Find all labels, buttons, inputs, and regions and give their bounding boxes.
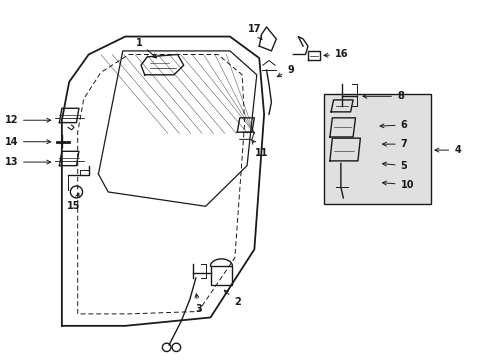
Text: 10: 10	[382, 180, 413, 190]
Text: 5: 5	[382, 161, 407, 171]
Text: 8: 8	[362, 91, 403, 101]
Text: 9: 9	[277, 65, 293, 77]
Text: 3: 3	[195, 294, 201, 314]
Text: 7: 7	[382, 139, 407, 149]
Text: 6: 6	[379, 120, 407, 130]
Text: 11: 11	[251, 140, 268, 158]
Text: 4: 4	[434, 145, 460, 155]
Text: 1: 1	[135, 37, 156, 58]
Text: 16: 16	[324, 49, 347, 59]
Bar	[323, 94, 430, 204]
Bar	[210, 266, 232, 285]
Text: 14: 14	[4, 137, 51, 147]
Text: 2: 2	[224, 290, 240, 307]
Text: 13: 13	[4, 157, 51, 167]
Text: 12: 12	[4, 115, 51, 125]
Text: 15: 15	[67, 193, 81, 211]
Text: 17: 17	[247, 24, 262, 40]
